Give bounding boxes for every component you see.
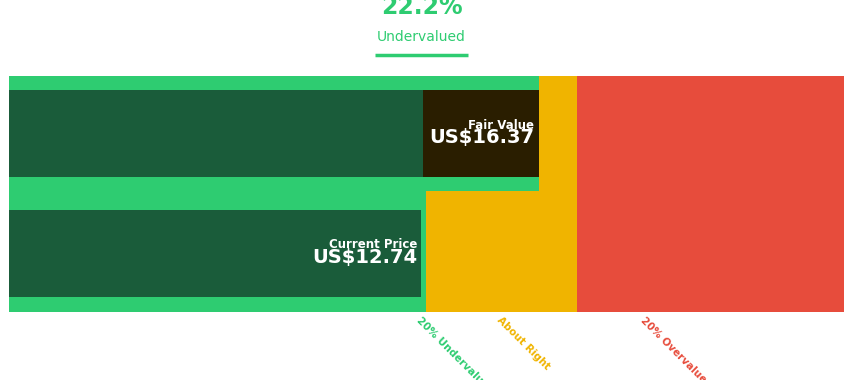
Text: US$12.74: US$12.74 — [312, 248, 417, 267]
Text: 22.2%: 22.2% — [380, 0, 462, 19]
Text: 20% Overvalued: 20% Overvalued — [637, 315, 712, 380]
Text: US$16.37: US$16.37 — [429, 128, 533, 147]
Bar — [9, 76, 538, 192]
Bar — [9, 210, 421, 298]
Text: Fair Value: Fair Value — [468, 119, 533, 132]
Bar — [9, 196, 421, 312]
Text: 20% Undervalued: 20% Undervalued — [414, 315, 494, 380]
Bar — [9, 76, 426, 312]
Text: Undervalued: Undervalued — [377, 30, 465, 44]
Bar — [423, 90, 538, 177]
Bar — [9, 90, 538, 177]
Bar — [426, 76, 576, 312]
Text: Current Price: Current Price — [329, 238, 417, 251]
Bar — [576, 76, 843, 312]
Text: About Right: About Right — [494, 315, 550, 372]
